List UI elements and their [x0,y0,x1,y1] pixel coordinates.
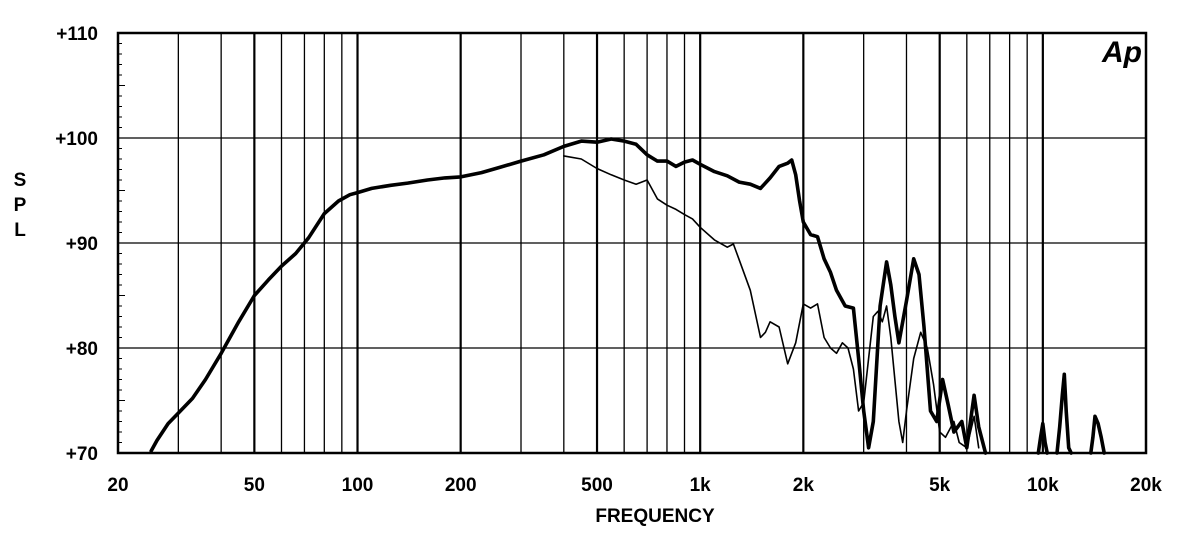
y-tick-label: +90 [66,234,98,255]
y-tick-label: +80 [66,339,98,360]
x-tick-label: 20k [1130,475,1162,496]
y-tick-labels: +70 +80 +90 +100 +110 [55,24,98,465]
y-tick-label: +100 [55,129,98,150]
x-tick-label: 500 [581,475,613,496]
x-tick-label: 1k [690,475,712,496]
y-minor-ticks [118,43,125,443]
ap-logo: Ap [1101,36,1142,69]
x-tick-label: 10k [1027,475,1059,496]
series-line-4-thick [1055,372,1073,455]
series-group [149,137,1106,455]
major-gridlines [118,33,1146,453]
series-line-5-thick [1089,414,1106,455]
x-tick-label: 5k [929,475,951,496]
y-tick-label: +110 [56,24,98,45]
x-tick-label: 2k [793,475,815,496]
series-line-2-thin [563,155,980,449]
svg-text:SPL: SPL [14,170,27,241]
x-tick-label: 200 [445,475,477,496]
x-tick-label: 50 [244,475,265,496]
x-axis-title: FREQUENCY [595,506,715,527]
x-tick-labels: 20 50 100 200 500 1k 2k 5k 10k 20k [107,475,1162,496]
series-line-1-thick [149,137,988,455]
y-tick-label: +70 [66,444,98,465]
x-tick-label: 100 [342,475,374,496]
x-tick-label: 20 [107,475,128,496]
series-line-3-thick [1036,421,1049,455]
